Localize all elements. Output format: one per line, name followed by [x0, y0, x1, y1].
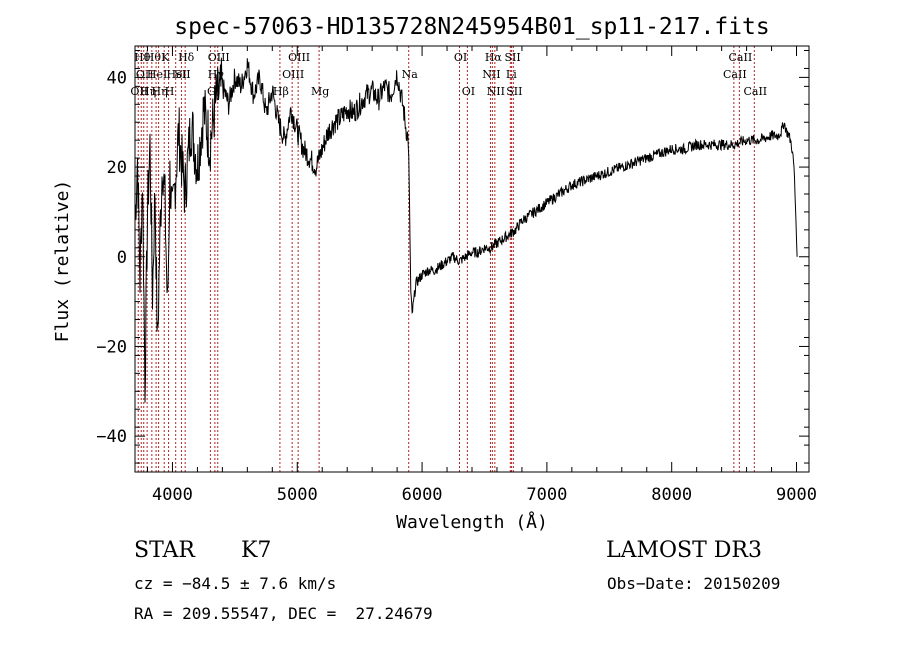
spectrum-series: [134, 57, 798, 403]
chart-title: spec-57063-HD135728N245954B01_sp11-217.f…: [174, 14, 769, 40]
x-tick-label: 6000: [402, 485, 443, 505]
redshift-velocity: cz = −84.5 ± 7.6 km/s: [134, 574, 337, 593]
line-id-label: Hα: [485, 51, 503, 64]
y-axis-label: Flux (relative): [52, 180, 73, 343]
line-id-label: OI: [462, 85, 475, 98]
y-tick-label: 0: [117, 248, 127, 268]
line-id-label: Hβ: [273, 85, 289, 98]
line-id-label: CaII: [743, 85, 767, 98]
survey-name: LAMOST DR3: [606, 538, 762, 563]
line-id-label: Hθ: [145, 51, 162, 64]
coordinates: RA = 209.55547, DEC = 27.24679: [134, 604, 433, 623]
x-tick-label: 8000: [651, 485, 692, 505]
line-id-label: OI: [454, 51, 467, 64]
line-id-label: OIII: [282, 68, 304, 81]
line-id-label: G: [207, 85, 216, 98]
line-id-label: NII: [482, 68, 500, 81]
line-id-label: Hη: [151, 85, 167, 98]
line-id-label: HeI: [147, 68, 167, 81]
line-id-label: K: [161, 51, 170, 64]
line-id-label: Na: [402, 68, 419, 81]
line-id-label: H: [165, 85, 175, 98]
y-tick-label: −40: [96, 427, 127, 447]
y-tick-label: 20: [107, 158, 127, 178]
line-id-label: CaII: [729, 51, 753, 64]
x-tick-label: 7000: [526, 485, 567, 505]
plot-frame: [134, 45, 810, 473]
line-id-label: SII: [504, 51, 520, 64]
y-tick-label: −20: [96, 337, 127, 357]
line-id-label: Mg: [311, 85, 329, 98]
y-tick-label: 40: [107, 68, 127, 88]
axis-ticks: 4000 5000 6000 7000 8000 9000 −40 −20 0 20 40: [96, 46, 817, 505]
x-tick-label: 4000: [152, 485, 193, 505]
line-id-markers: OIIHθOIIHηHθHeIHηKHHeISIIHδGHγOIIIHβOIII…: [130, 46, 767, 472]
observation-date: Obs−Date: 20150209: [607, 574, 781, 593]
x-tick-label: 5000: [277, 485, 318, 505]
line-id-label: Hδ: [178, 51, 195, 64]
line-id-label: SII: [174, 68, 190, 81]
x-tick-label: 9000: [776, 485, 817, 505]
line-id-label: SII: [506, 85, 522, 98]
line-id-label: Hθ: [134, 51, 151, 64]
object-subclass: K7: [241, 538, 272, 563]
line-id-label: OIII: [208, 51, 230, 64]
line-id-label: NII: [487, 85, 505, 98]
object-class: STAR: [134, 538, 195, 563]
x-axis-label: Wavelength (Å): [396, 511, 548, 533]
line-id-label: CaII: [723, 68, 747, 81]
line-id-label: OIII: [288, 51, 310, 64]
spectrum-line: [134, 57, 798, 403]
